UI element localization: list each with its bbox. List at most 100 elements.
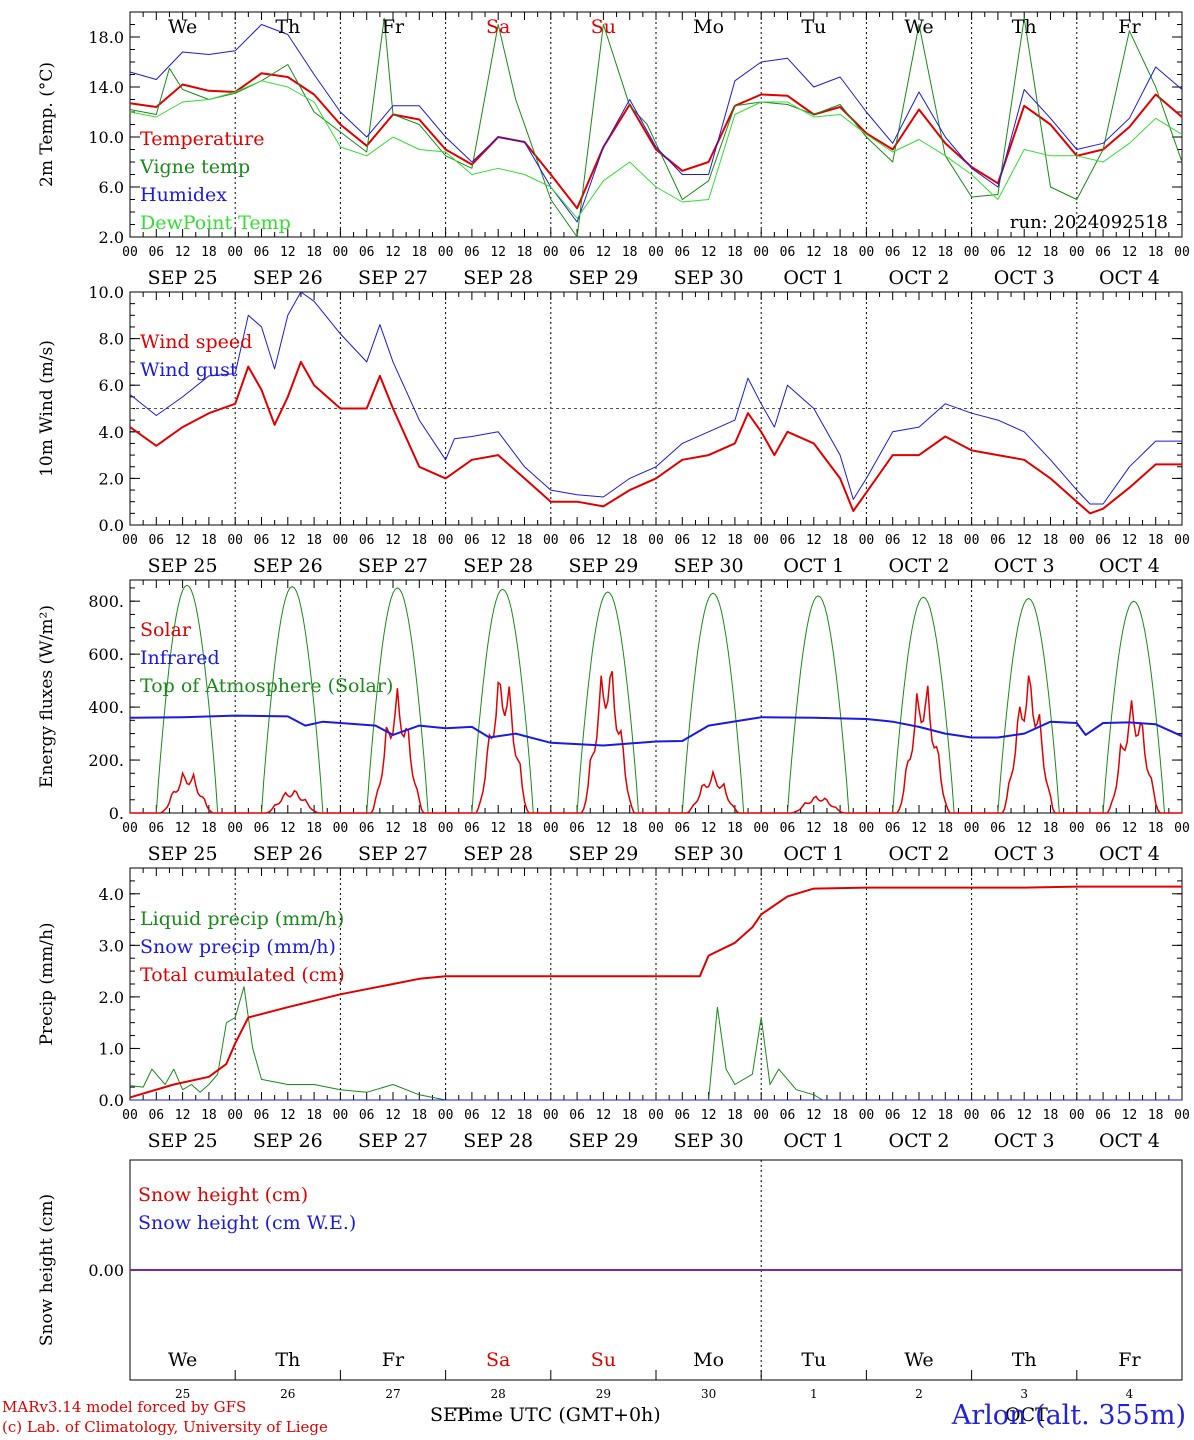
hour-label: 00 — [333, 245, 349, 260]
weekday-label-bottom: Th — [1012, 1349, 1037, 1371]
hour-label: 00 — [964, 245, 980, 260]
hour-label: 12 — [911, 821, 927, 836]
hour-label: 18 — [201, 1108, 217, 1123]
hour-label: 18 — [1043, 533, 1059, 548]
hour-label: 18 — [727, 533, 743, 548]
hour-label: 12 — [490, 821, 506, 836]
date-label: SEP 29 — [568, 267, 638, 289]
date-label: OCT 2 — [889, 843, 950, 865]
y-tick-label: 10.0 — [88, 283, 124, 302]
hour-label: 00 — [1174, 245, 1190, 260]
hour-label: 00 — [227, 533, 243, 548]
hour-label: 18 — [306, 533, 322, 548]
weekday-label-bottom: We — [904, 1349, 933, 1371]
hour-label: 18 — [832, 533, 848, 548]
hour-label: 06 — [990, 821, 1006, 836]
weekday-label-bottom: Su — [591, 1349, 616, 1371]
hour-label: 06 — [359, 1108, 375, 1123]
weekday-label: We — [904, 16, 933, 38]
hour-label: 12 — [806, 533, 822, 548]
date-label: OCT 4 — [1099, 843, 1160, 865]
hour-label: 00 — [753, 245, 769, 260]
hour-label: 12 — [806, 1108, 822, 1123]
toa-solar-line — [130, 585, 1182, 813]
legend-entry: DewPoint Temp — [140, 212, 291, 234]
hour-label: 18 — [306, 821, 322, 836]
weekday-label: Fr — [382, 16, 405, 38]
hour-label: 18 — [1148, 1108, 1164, 1123]
day-number-label: 2 — [915, 1387, 923, 1401]
hour-label: 18 — [517, 245, 533, 260]
hour-label: 18 — [622, 533, 638, 548]
hour-label: 06 — [148, 821, 164, 836]
hour-label: 06 — [464, 821, 480, 836]
date-label: SEP 28 — [463, 1130, 533, 1152]
hour-label: 06 — [674, 533, 690, 548]
hour-label: 06 — [885, 1108, 901, 1123]
hour-label: 06 — [780, 821, 796, 836]
hour-label: 00 — [964, 1108, 980, 1123]
hour-label: 18 — [1148, 821, 1164, 836]
hour-label: 06 — [464, 533, 480, 548]
hour-label: 18 — [201, 245, 217, 260]
y-tick-label: 200. — [88, 751, 124, 770]
date-label: SEP 28 — [463, 555, 533, 577]
hour-label: 06 — [990, 1108, 1006, 1123]
hour-label: 12 — [596, 245, 612, 260]
hour-label: 12 — [701, 1108, 717, 1123]
date-label: SEP 25 — [148, 555, 218, 577]
day-number-label: 30 — [701, 1387, 716, 1401]
date-label: SEP 26 — [253, 1130, 323, 1152]
hour-label: 00 — [227, 245, 243, 260]
meteogram: 2.06.010.014.018.02m Temp. (°C) Temperatu… — [0, 0, 1194, 1440]
hour-label: 00 — [438, 1108, 454, 1123]
hour-label: 18 — [622, 245, 638, 260]
hour-label: 00 — [648, 821, 664, 836]
date-label: SEP 27 — [358, 1130, 428, 1152]
hour-label: 12 — [596, 1108, 612, 1123]
hour-label: 18 — [201, 533, 217, 548]
hour-label: 06 — [254, 245, 270, 260]
hour-label: 12 — [280, 821, 296, 836]
hour-label: 18 — [622, 1108, 638, 1123]
hour-label: 12 — [175, 821, 191, 836]
date-label: SEP 25 — [148, 843, 218, 865]
date-label: OCT 3 — [994, 267, 1055, 289]
hour-label: 12 — [806, 821, 822, 836]
date-label: SEP 27 — [358, 555, 428, 577]
weekday-label-bottom: Th — [275, 1349, 300, 1371]
y-tick-label: 14.0 — [88, 78, 124, 97]
y-tick-label: 4.0 — [99, 885, 124, 904]
hour-label: 12 — [490, 245, 506, 260]
weekday-label-bottom: Sa — [486, 1349, 510, 1371]
hour-label: 12 — [1016, 245, 1032, 260]
date-label: OCT 3 — [994, 843, 1055, 865]
hour-label: 18 — [411, 245, 427, 260]
date-label: SEP 28 — [463, 843, 533, 865]
hour-label: 18 — [1148, 533, 1164, 548]
run-label: run: 2024092518 — [1010, 212, 1168, 233]
weekday-label-bottom: Fr — [1118, 1349, 1141, 1371]
hour-label: 12 — [175, 533, 191, 548]
y-tick-label: 18.0 — [88, 28, 124, 47]
date-label: OCT 2 — [889, 555, 950, 577]
hour-label: 12 — [1122, 1108, 1138, 1123]
hour-label: 00 — [438, 821, 454, 836]
hour-label: 12 — [490, 533, 506, 548]
date-label: OCT 1 — [783, 1130, 844, 1152]
hour-label: 06 — [254, 821, 270, 836]
hour-label: 12 — [280, 245, 296, 260]
hour-label: 00 — [122, 245, 138, 260]
date-label: SEP 27 — [358, 267, 428, 289]
date-label: SEP 29 — [568, 1130, 638, 1152]
hour-label: 12 — [280, 1108, 296, 1123]
date-label: SEP 30 — [674, 843, 744, 865]
hour-label: 12 — [490, 1108, 506, 1123]
hour-label: 12 — [1016, 533, 1032, 548]
hour-label: 18 — [411, 821, 427, 836]
hour-label: 06 — [780, 245, 796, 260]
hour-label: 12 — [701, 533, 717, 548]
hour-label: 12 — [385, 245, 401, 260]
hour-label: 00 — [648, 533, 664, 548]
legend-entry: Temperature — [140, 128, 264, 150]
